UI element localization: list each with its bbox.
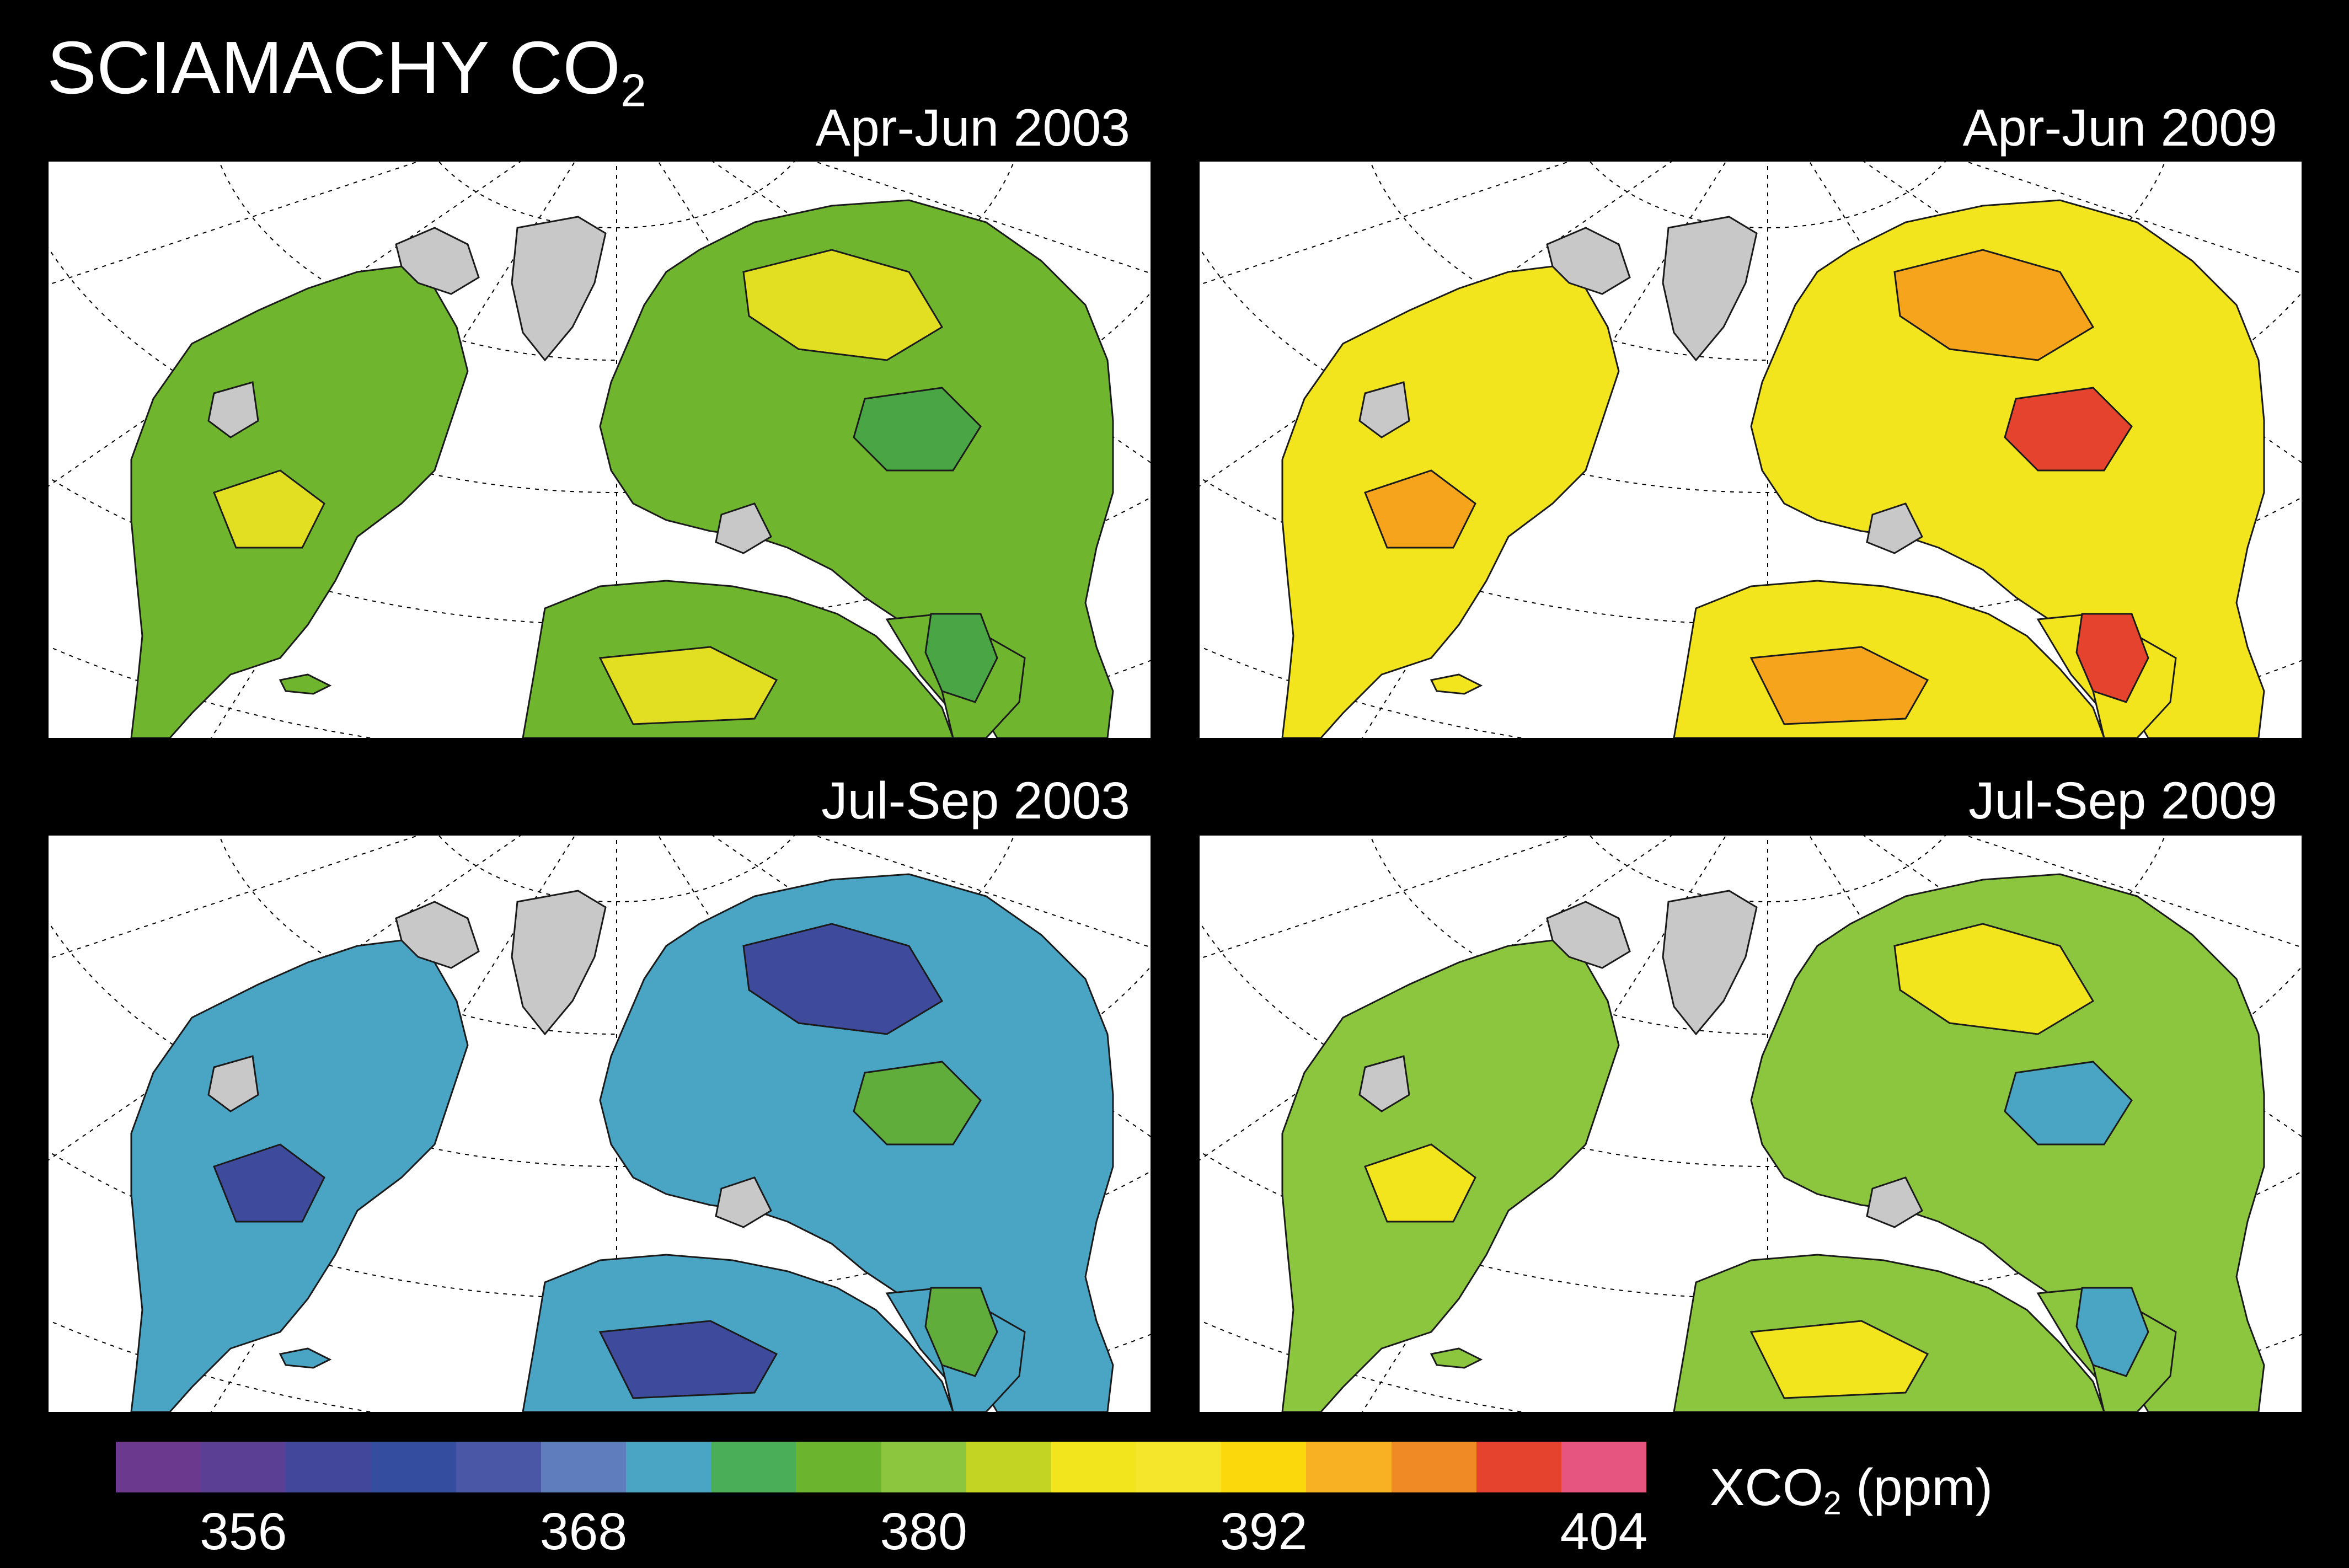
figure-title: SCIAMACHY CO2 bbox=[47, 26, 646, 116]
region-accent bbox=[213, 469, 325, 549]
region-blob bbox=[853, 387, 982, 472]
region-blob bbox=[2004, 1061, 2133, 1146]
region-missing bbox=[715, 502, 772, 554]
land-arctic-missing bbox=[395, 227, 480, 295]
land-eurasia bbox=[1750, 199, 2265, 738]
colorbar-tick-label: 368 bbox=[539, 1502, 628, 1561]
region-blob bbox=[2075, 613, 2149, 703]
land-caribbean bbox=[279, 673, 332, 695]
land-arctic-missing bbox=[1546, 901, 1631, 969]
map-svg bbox=[1200, 836, 2302, 1412]
region-missing bbox=[1358, 1055, 1410, 1112]
colorbar-swatch-7 bbox=[711, 1442, 796, 1492]
colorbar-swatch-2 bbox=[286, 1442, 371, 1492]
map-svg bbox=[1200, 162, 2302, 738]
land-arctic-missing bbox=[395, 901, 480, 969]
colorbar-tick-label: 380 bbox=[880, 1502, 967, 1561]
region-missing bbox=[207, 381, 259, 438]
map-panel-apr-jun-2009 bbox=[1200, 162, 2302, 738]
region-blob bbox=[853, 1061, 982, 1146]
land-eurasia bbox=[599, 873, 1114, 1412]
colorbar-tick-label: 392 bbox=[1219, 1502, 1308, 1561]
panel-title-jul-sep-2003: Jul-Sep 2003 bbox=[821, 772, 1130, 830]
region-accent bbox=[598, 1320, 778, 1399]
panel-title-apr-jun-2003: Apr-Jun 2003 bbox=[815, 99, 1130, 157]
colorbar-swatch-10 bbox=[966, 1442, 1051, 1492]
colorbar-swatch-13 bbox=[1221, 1442, 1307, 1492]
land-caribbean bbox=[1430, 1347, 1483, 1369]
panel-title-jul-sep-2009: Jul-Sep 2009 bbox=[1968, 772, 2277, 830]
region-missing bbox=[1866, 502, 1923, 554]
land-greenland-missing bbox=[1662, 890, 1758, 1036]
region-accent bbox=[1893, 249, 2095, 361]
colorbar-swatch-5 bbox=[541, 1442, 627, 1492]
map-svg bbox=[49, 162, 1151, 738]
land-eurasia bbox=[599, 199, 1114, 738]
map-panel-apr-jun-2003 bbox=[49, 162, 1151, 738]
colorbar-swatch-15 bbox=[1391, 1442, 1476, 1492]
colorbar-unit-label: XCO2 (ppm) bbox=[1710, 1458, 1993, 1522]
land-greenland-missing bbox=[511, 890, 607, 1036]
region-accent bbox=[213, 1143, 325, 1223]
region-missing bbox=[715, 1176, 772, 1228]
colorbar-swatch-3 bbox=[371, 1442, 456, 1492]
region-blob bbox=[924, 1287, 998, 1377]
region-accent bbox=[1893, 923, 2095, 1035]
colorbar-swatch-0 bbox=[116, 1442, 201, 1492]
region-missing bbox=[207, 1055, 259, 1112]
land-greenland-missing bbox=[511, 216, 607, 362]
region-blob bbox=[924, 613, 998, 703]
region-missing bbox=[1866, 1176, 1923, 1228]
colorbar-swatch-8 bbox=[796, 1442, 881, 1492]
colorbar-swatch-1 bbox=[201, 1442, 286, 1492]
region-accent bbox=[1749, 646, 1929, 725]
colorbar-tick-label: 404 bbox=[1560, 1502, 1648, 1561]
region-missing bbox=[1358, 381, 1410, 438]
map-svg bbox=[49, 836, 1151, 1412]
land-arctic-missing bbox=[1546, 227, 1631, 295]
colorbar-swatch-4 bbox=[456, 1442, 541, 1492]
colorbar-swatch-14 bbox=[1306, 1442, 1392, 1492]
map-panel-jul-sep-2009 bbox=[1200, 836, 2302, 1412]
colorbar-swatch-11 bbox=[1051, 1442, 1137, 1492]
region-accent bbox=[742, 249, 944, 361]
colorbar-tick-label: 356 bbox=[199, 1502, 287, 1561]
land-greenland-missing bbox=[1662, 216, 1758, 362]
colorbar-swatch-6 bbox=[626, 1442, 711, 1492]
colorbar-swatch-9 bbox=[881, 1442, 966, 1492]
region-accent bbox=[1749, 1320, 1929, 1399]
region-accent bbox=[1364, 469, 1476, 549]
colorbar-swatch-12 bbox=[1136, 1442, 1222, 1492]
panel-title-apr-jun-2009: Apr-Jun 2009 bbox=[1962, 99, 2277, 157]
region-accent bbox=[742, 923, 944, 1035]
colorbar-swatch-17 bbox=[1561, 1442, 1647, 1492]
region-blob bbox=[2075, 1287, 2149, 1377]
colorbar-swatch-16 bbox=[1476, 1442, 1561, 1492]
region-blob bbox=[2004, 387, 2133, 472]
colorbar bbox=[116, 1442, 1647, 1492]
region-accent bbox=[598, 646, 778, 725]
land-eurasia bbox=[1750, 873, 2265, 1412]
land-caribbean bbox=[1430, 673, 1483, 695]
land-caribbean bbox=[279, 1347, 332, 1369]
map-panel-jul-sep-2003 bbox=[49, 836, 1151, 1412]
region-accent bbox=[1364, 1143, 1476, 1223]
